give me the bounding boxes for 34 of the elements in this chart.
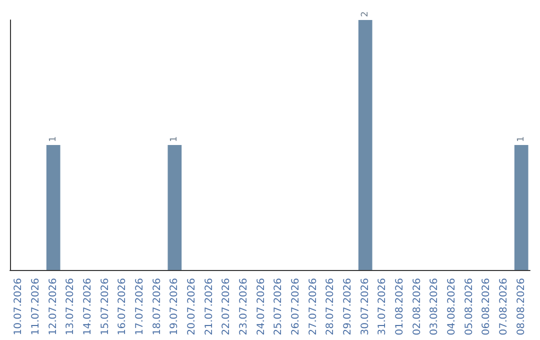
x-tick-label: 07.08.2026: [498, 278, 510, 336]
x-tick-label: 30.07.2026: [360, 278, 371, 336]
x-tick-label: 27.07.2026: [308, 278, 319, 336]
x-tick-label: 17.07.2026: [134, 278, 146, 336]
x-tick-label: 19.07.2026: [169, 278, 180, 336]
x-tick-label: 10.07.2026: [13, 278, 24, 336]
data-label: 2: [360, 11, 370, 17]
x-tick-label: 22.07.2026: [221, 278, 232, 336]
x-tick-label: 08.08.2026: [516, 278, 527, 336]
x-tick-label: 24.07.2026: [256, 278, 267, 336]
data-label: 1: [516, 136, 526, 142]
data-label: 1: [170, 136, 180, 142]
x-tick-label: 02.08.2026: [412, 278, 423, 336]
x-tick-label: 04.08.2026: [446, 278, 458, 336]
x-tick-label: 01.08.2026: [394, 278, 406, 336]
x-tick-label: 31.07.2026: [377, 278, 388, 336]
x-tick-label: 05.08.2026: [464, 278, 475, 336]
x-tick-label: 13.07.2026: [65, 278, 76, 336]
x-tick-label: 16.07.2026: [117, 278, 128, 336]
x-tick-label: 29.07.2026: [342, 278, 354, 336]
x-tick-label: 21.07.2026: [204, 278, 215, 336]
x-tick-label: 11.07.2026: [30, 278, 42, 336]
x-tick-label: 25.07.2026: [273, 278, 284, 336]
x-tick-label: 18.07.2026: [152, 278, 163, 336]
x-tick-label: 06.08.2026: [481, 278, 492, 336]
x-tick-label: 20.07.2026: [186, 278, 198, 336]
x-tick-label: 14.07.2026: [82, 278, 94, 336]
x-tick-label: 15.07.2026: [100, 278, 111, 336]
x-tick-label: 28.07.2026: [325, 278, 336, 336]
x-tick-label: 26.07.2026: [290, 278, 302, 336]
data-label: 1: [48, 136, 58, 142]
x-tick-label: 12.07.2026: [48, 278, 59, 336]
x-tick-label: 03.08.2026: [429, 278, 440, 336]
x-tick-label: 23.07.2026: [238, 278, 250, 336]
